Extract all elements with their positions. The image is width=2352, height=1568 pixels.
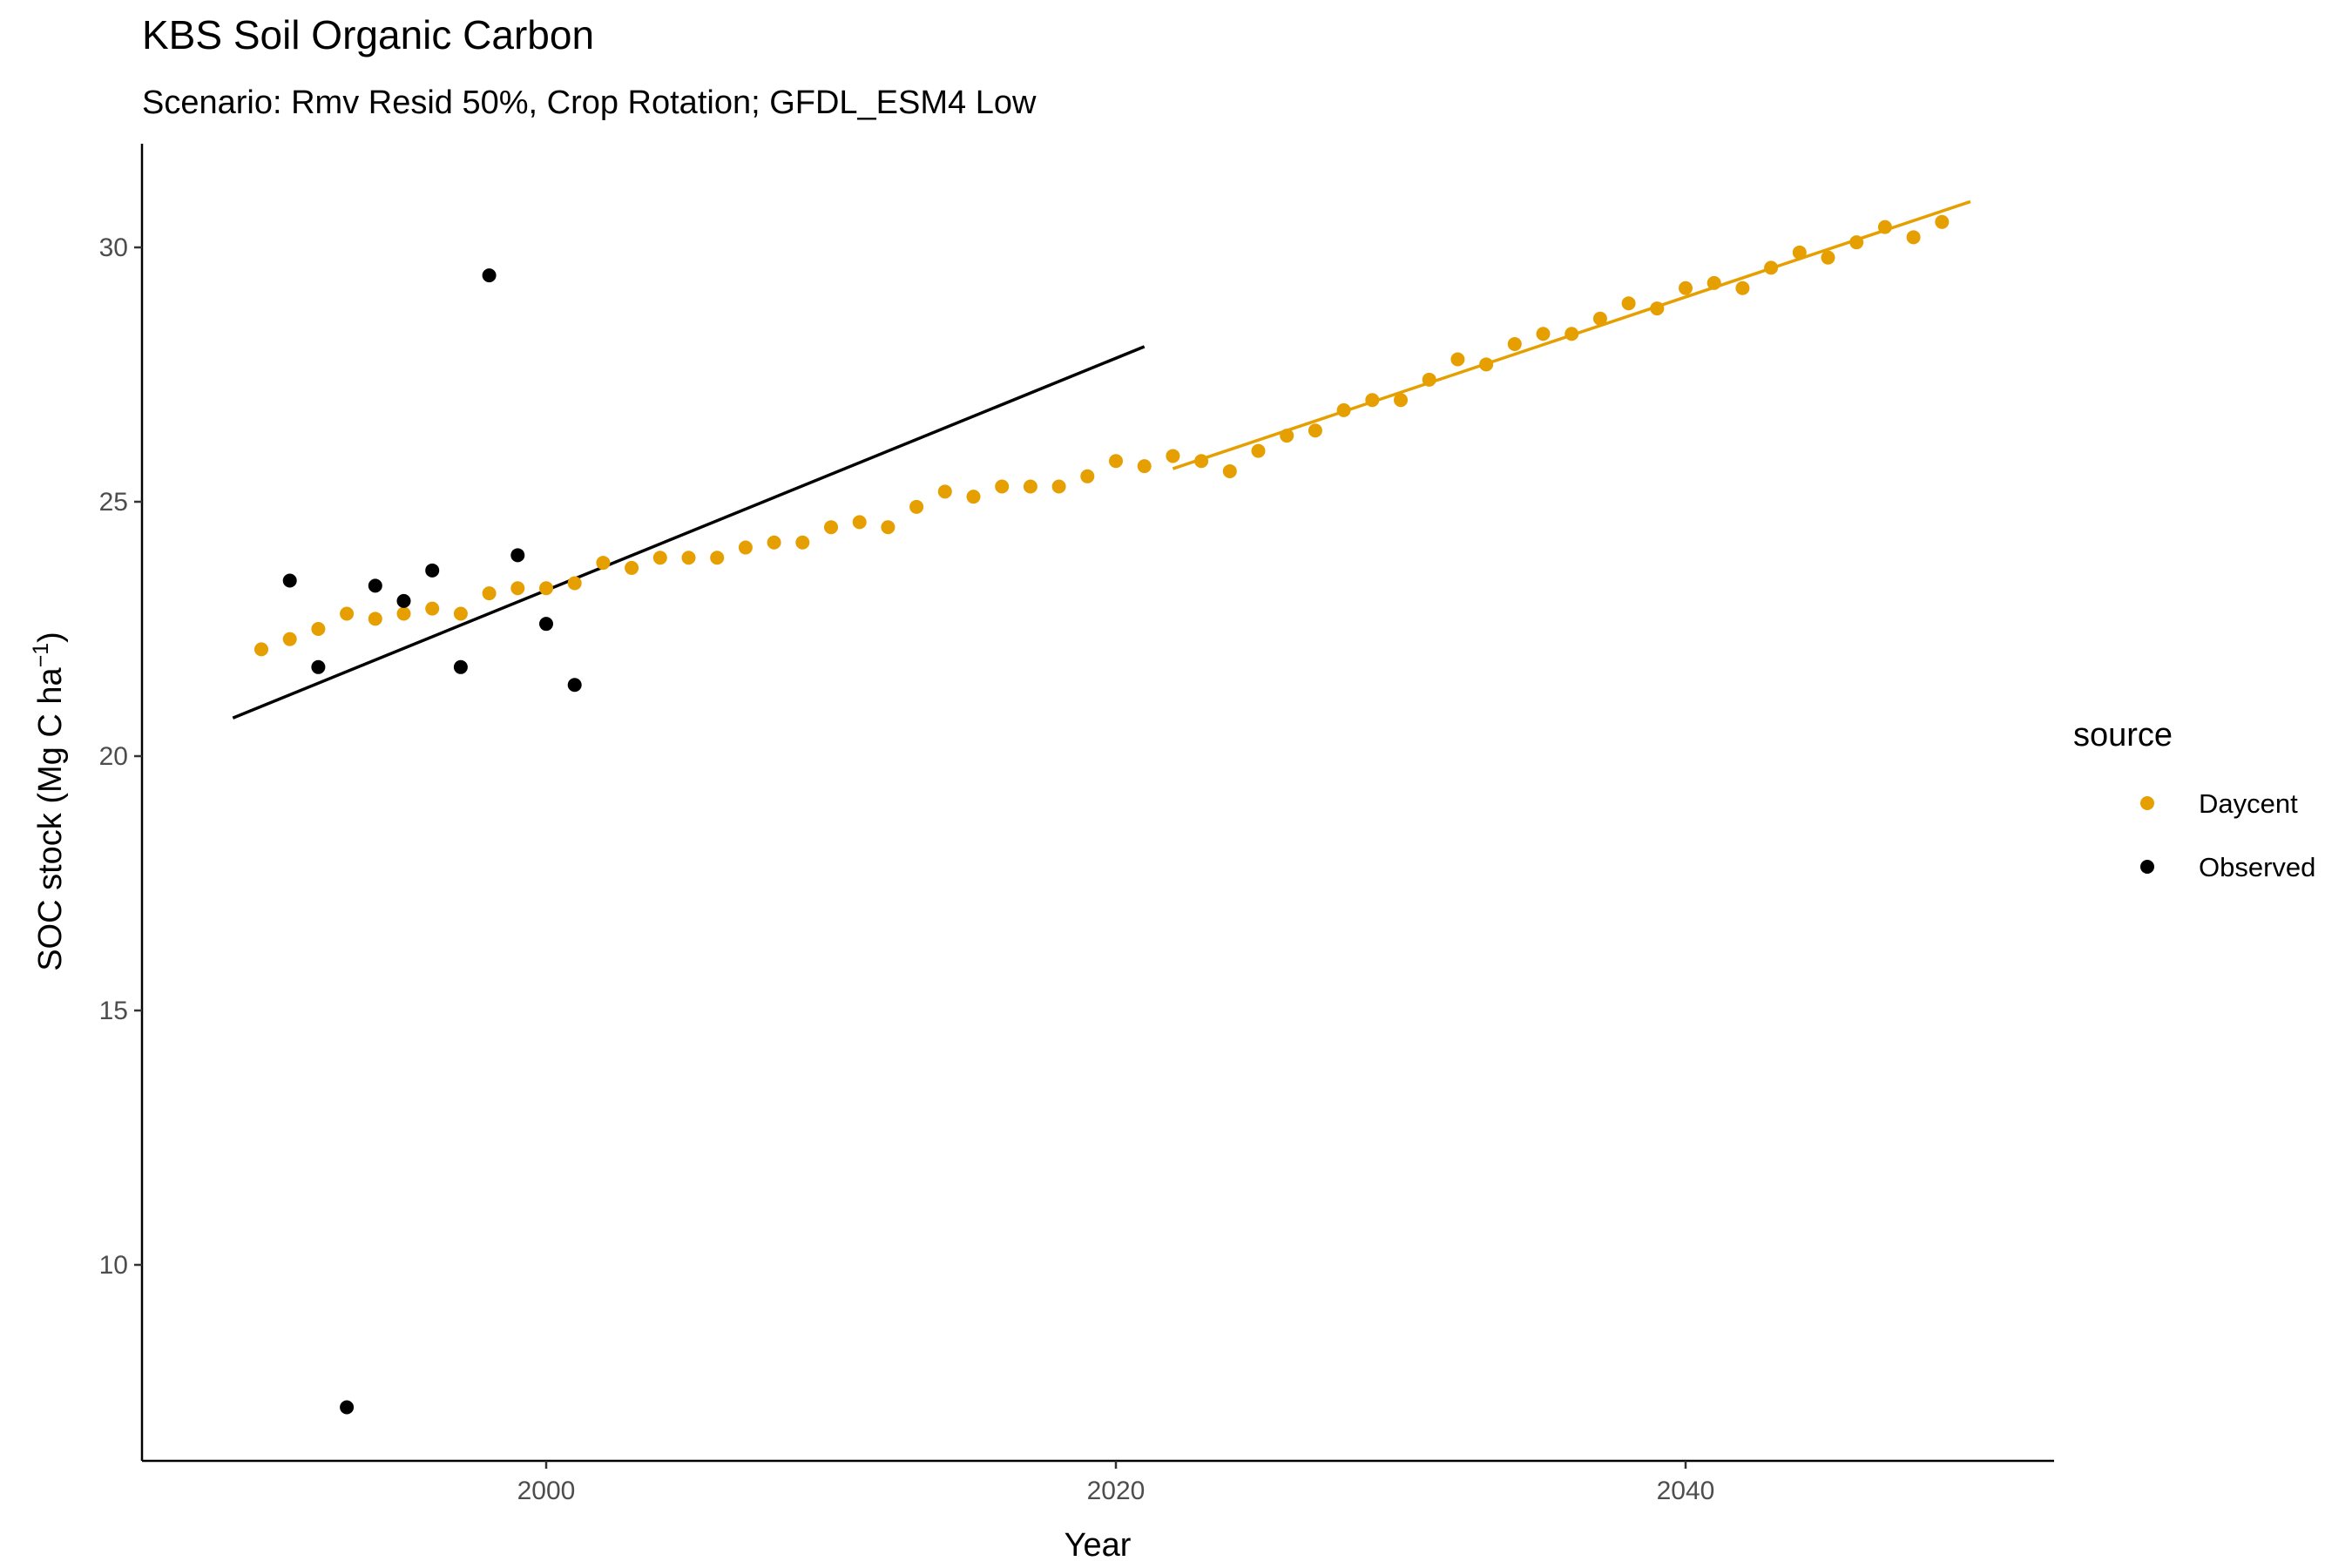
legend-key-daycent: [2140, 796, 2154, 810]
daycent-point: [368, 612, 382, 626]
daycent-point: [625, 560, 639, 575]
daycent-point: [510, 581, 525, 596]
daycent-point: [396, 606, 411, 621]
legend: source Daycent Observed: [2073, 717, 2315, 882]
daycent-point: [1792, 245, 1807, 260]
y-tick-label: 15: [99, 997, 128, 1025]
y-axis-title-superscript: −1: [29, 643, 53, 668]
daycent-point: [881, 520, 896, 535]
daycent-point: [1109, 454, 1123, 469]
observed-point: [425, 563, 440, 578]
daycent-point: [1023, 479, 1037, 494]
daycent-point: [1679, 280, 1693, 295]
y-axis-ticks: 10 15 20 25 30: [99, 233, 142, 1280]
daycent-point: [1051, 479, 1066, 494]
daycent-point: [453, 606, 468, 621]
daycent-point: [1080, 469, 1095, 483]
daycent-point: [596, 556, 611, 571]
observed-point: [311, 659, 326, 674]
daycent-point: [1280, 429, 1294, 443]
daycent-point: [425, 601, 440, 616]
daycent-point: [482, 586, 497, 601]
chart-subtitle: Scenario: Rmv Resid 50%, Crop Rotation; …: [142, 84, 1037, 121]
daycent-point: [1764, 260, 1779, 275]
daycent-point: [1308, 423, 1322, 438]
plot-area: [232, 199, 1971, 1415]
daycent-point: [254, 642, 268, 657]
daycent-point: [1650, 301, 1665, 316]
daycent-point: [1336, 402, 1351, 417]
daycent-point: [966, 490, 981, 504]
x-tick-label: 2020: [1087, 1477, 1146, 1505]
daycent-point: [1479, 357, 1494, 372]
x-tick-label: 2000: [517, 1477, 576, 1505]
daycent-point: [1222, 463, 1237, 478]
observed-point: [482, 268, 497, 283]
daycent-point: [1906, 230, 1921, 245]
observed-point: [510, 548, 525, 563]
daycent-point: [1194, 454, 1209, 469]
daycent-point: [567, 576, 582, 591]
daycent-point: [1450, 352, 1465, 367]
daycent-point: [824, 520, 838, 535]
daycent-point: [852, 515, 867, 530]
observed-point: [282, 573, 297, 588]
daycent-point: [1849, 235, 1864, 250]
daycent-point: [1565, 327, 1579, 341]
legend-label-observed: Observed: [2199, 852, 2315, 882]
daycent-point: [1507, 336, 1522, 351]
daycent-point: [1735, 280, 1750, 295]
daycent-point: [995, 479, 1010, 494]
legend-label-daycent: Daycent: [2199, 788, 2298, 819]
observed-point: [368, 578, 382, 593]
daycent-point: [1621, 296, 1636, 311]
daycent-point: [1935, 214, 1950, 229]
observed-point: [539, 617, 553, 632]
daycent-point: [1166, 449, 1180, 463]
y-tick-label: 10: [99, 1251, 128, 1280]
observed-point: [453, 659, 468, 674]
y-axis-title: SOC stock (Mg C ha−1): [29, 632, 69, 971]
daycent-point: [710, 551, 725, 565]
daycent-point: [909, 499, 924, 514]
daycent-point: [1821, 250, 1835, 265]
daycent-point: [1536, 327, 1551, 341]
daycent-point: [1877, 220, 1892, 234]
observed-point: [567, 678, 582, 693]
daycent-point: [311, 622, 326, 636]
observed-point: [396, 593, 411, 608]
y-tick-label: 30: [99, 233, 128, 262]
x-axis-ticks: 2000 2020 2040: [517, 1461, 1715, 1505]
daycent-point: [767, 535, 781, 550]
daycent-point: [652, 551, 667, 565]
daycent-point: [282, 632, 297, 646]
y-tick-label: 20: [99, 742, 128, 771]
daycent-point: [1137, 459, 1152, 474]
y-tick-label: 25: [99, 488, 128, 517]
daycent-point: [1592, 311, 1607, 326]
daycent-point: [1365, 393, 1380, 408]
chart-title: KBS Soil Organic Carbon: [142, 12, 594, 57]
daycent-point: [738, 540, 753, 555]
x-tick-label: 2040: [1657, 1477, 1715, 1505]
daycent-point: [1394, 393, 1408, 408]
daycent-point: [1251, 443, 1266, 458]
daycent-point: [681, 551, 696, 565]
y-axis-title-main: SOC stock (Mg C ha: [32, 667, 69, 971]
observed-trend-line: [232, 345, 1146, 720]
daycent-point: [539, 581, 553, 596]
legend-title: source: [2073, 717, 2173, 754]
x-axis-title: Year: [1064, 1527, 1132, 1564]
daycent-point: [937, 484, 952, 499]
observed-point: [340, 1400, 355, 1415]
daycent-point: [795, 535, 810, 550]
legend-key-observed: [2140, 860, 2154, 874]
daycent-point: [1707, 275, 1721, 290]
daycent-point: [1422, 372, 1436, 387]
y-axis-title-close: ): [32, 632, 69, 643]
daycent-point: [340, 606, 355, 621]
